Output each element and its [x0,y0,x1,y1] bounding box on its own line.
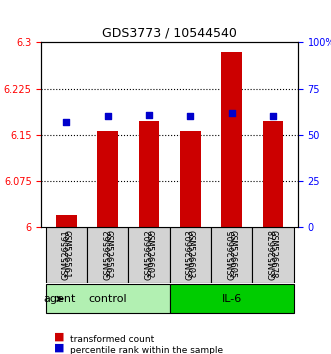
Bar [56,215,76,227]
FancyBboxPatch shape [211,227,253,283]
Text: GSM526562: GSM526562 [103,230,112,280]
FancyBboxPatch shape [170,227,211,283]
Text: GSM526678: GSM526678 [268,230,278,279]
Text: percentile rank within the sample: percentile rank within the sample [70,346,223,354]
FancyBboxPatch shape [45,284,170,313]
Text: IL-6: IL-6 [221,294,242,304]
Text: ■: ■ [54,342,65,353]
Text: GSM526605: GSM526605 [227,230,236,279]
Text: GSM526605: GSM526605 [227,230,236,280]
Point [229,110,234,115]
FancyBboxPatch shape [253,227,294,283]
Text: agent: agent [43,294,76,304]
Point [146,112,152,118]
Bar [139,121,159,227]
Text: GSM526561: GSM526561 [62,230,71,280]
Point [270,114,276,119]
Bar [97,131,118,227]
Text: control: control [88,294,127,304]
Bar [263,121,283,227]
Text: GSM526602: GSM526602 [144,230,154,279]
Text: transformed count: transformed count [70,335,154,344]
Point [188,114,193,119]
Title: GDS3773 / 10544540: GDS3773 / 10544540 [102,27,237,40]
Point [64,119,69,125]
FancyBboxPatch shape [128,227,170,283]
Text: GSM526561: GSM526561 [62,230,71,279]
Text: ■: ■ [54,332,65,342]
Bar [180,131,201,227]
Point [105,114,110,119]
Text: GSM526602: GSM526602 [144,230,154,280]
Text: GSM526603: GSM526603 [186,229,195,280]
Bar [221,52,242,227]
FancyBboxPatch shape [87,227,128,283]
Text: GSM526603: GSM526603 [186,230,195,279]
Text: GSM526678: GSM526678 [268,229,278,280]
FancyBboxPatch shape [170,284,294,313]
Text: GSM526562: GSM526562 [103,230,112,279]
FancyBboxPatch shape [45,227,87,283]
